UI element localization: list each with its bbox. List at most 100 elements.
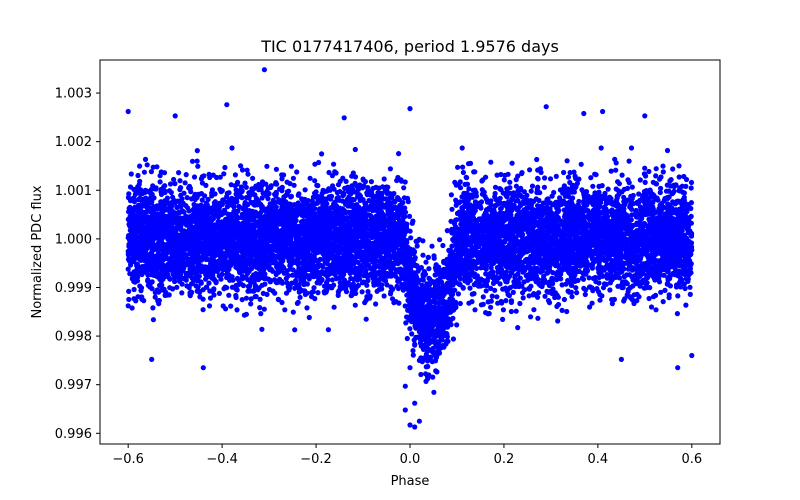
data-point [176, 170, 182, 176]
data-point [141, 169, 147, 175]
data-point [626, 158, 632, 164]
data-point [315, 290, 321, 296]
data-point [674, 311, 681, 317]
data-point [409, 220, 415, 226]
data-point [665, 280, 671, 286]
data-point [621, 194, 627, 200]
data-point [405, 199, 411, 205]
data-point [520, 295, 526, 301]
data-point [310, 194, 316, 200]
data-point [239, 297, 245, 303]
data-point [325, 327, 331, 333]
data-point [688, 185, 694, 191]
data-point [257, 305, 263, 311]
data-point [406, 213, 413, 219]
data-point [129, 305, 135, 311]
data-point [312, 178, 318, 184]
data-point [564, 158, 570, 164]
data-point [191, 174, 198, 180]
data-point [636, 191, 642, 197]
data-point [408, 235, 414, 241]
data-point [261, 306, 267, 312]
data-point [628, 145, 635, 151]
data-point [497, 281, 503, 287]
data-point [611, 296, 618, 302]
data-point [488, 304, 494, 310]
data-point [507, 179, 513, 185]
data-point [566, 289, 572, 295]
data-point [420, 252, 426, 258]
data-point [234, 307, 240, 313]
data-point [307, 175, 313, 181]
data-point [508, 308, 514, 315]
data-point [418, 371, 424, 378]
data-point [429, 243, 435, 249]
data-point [513, 308, 519, 314]
data-point [262, 281, 268, 287]
data-point [660, 299, 666, 305]
data-point [319, 151, 325, 157]
data-point [182, 180, 188, 186]
data-point [363, 297, 369, 303]
data-point [331, 161, 337, 167]
data-points [125, 67, 695, 430]
data-point [576, 198, 582, 205]
data-point [326, 169, 332, 176]
data-point [619, 172, 625, 178]
data-point [331, 304, 337, 310]
data-point [425, 254, 431, 261]
data-point [148, 169, 154, 175]
data-point [365, 185, 371, 191]
data-point [352, 302, 358, 308]
data-point [541, 184, 548, 190]
data-point [573, 285, 579, 291]
data-point [651, 294, 657, 300]
data-point [157, 179, 163, 185]
data-point [522, 287, 528, 293]
data-point [220, 197, 226, 203]
data-point [555, 269, 561, 275]
data-point [352, 146, 358, 153]
data-point [135, 172, 141, 179]
data-point [607, 287, 613, 293]
data-point [316, 159, 322, 166]
data-point [483, 174, 489, 180]
data-point [605, 186, 611, 192]
data-point [401, 185, 407, 191]
data-point [681, 194, 687, 201]
data-point [138, 288, 144, 294]
data-point [368, 179, 374, 185]
data-point [513, 183, 520, 189]
data-point [248, 301, 254, 307]
data-point [161, 170, 168, 176]
data-point [490, 269, 496, 275]
data-point [503, 285, 509, 291]
data-point [177, 178, 183, 184]
data-point [268, 183, 274, 189]
data-point [658, 185, 664, 191]
data-point [502, 172, 508, 178]
data-point [142, 156, 149, 162]
data-point [206, 303, 213, 309]
data-point [144, 162, 150, 168]
data-point [642, 179, 648, 185]
data-point [209, 187, 215, 193]
data-point [420, 238, 426, 244]
data-point [423, 259, 429, 265]
data-point [273, 191, 279, 197]
data-point [457, 300, 463, 307]
data-point [154, 287, 160, 293]
data-point [663, 188, 670, 194]
data-point [195, 163, 201, 169]
data-point [683, 183, 689, 189]
data-point [621, 298, 627, 304]
data-point [528, 314, 534, 320]
data-point [294, 169, 300, 175]
data-point [642, 165, 648, 171]
data-point [381, 176, 387, 182]
data-point [654, 196, 660, 202]
data-point [224, 190, 230, 196]
data-point [407, 326, 413, 332]
data-point [239, 167, 246, 173]
